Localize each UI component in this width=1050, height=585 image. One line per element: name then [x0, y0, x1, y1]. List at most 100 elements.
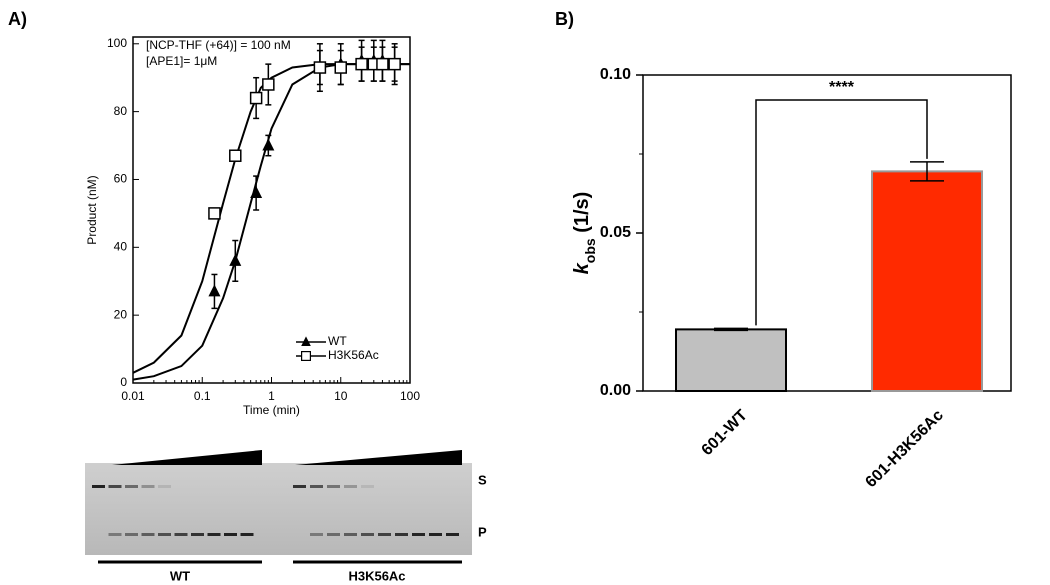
significance-bracket [755, 99, 928, 326]
marker [301, 350, 312, 361]
fit-curve [132, 63, 410, 381]
band [108, 533, 122, 536]
lane-label: H3K56Ac [348, 568, 405, 583]
legend-label: H3K56Ac [328, 348, 379, 362]
panel-a: 0.01 0.1 1 10 100 0 20 40 60 80 100 Time (min) Produ… [85, 36, 420, 417]
marker [208, 284, 221, 297]
lane-label: WT [170, 568, 190, 583]
band [395, 485, 408, 488]
band [125, 485, 138, 488]
marker [355, 57, 368, 71]
y-axis-label-part: obs [582, 238, 598, 263]
band [378, 485, 391, 488]
band [141, 485, 155, 488]
band [92, 485, 105, 488]
band [327, 485, 340, 488]
gel-image [85, 463, 472, 555]
band [224, 533, 237, 536]
fit-curve [132, 63, 410, 374]
band [158, 485, 171, 488]
marker [334, 61, 347, 74]
band [327, 533, 340, 536]
marker [262, 78, 275, 91]
y-tick-label: 0 [120, 375, 127, 389]
gradient-wedge [112, 450, 262, 465]
gradient-wedge [295, 450, 462, 465]
panel-label: A) [8, 9, 27, 29]
band [361, 485, 374, 488]
band [344, 533, 357, 536]
marker [262, 138, 275, 151]
y-axis-label: Product (nM) [85, 175, 99, 244]
band-label: P [478, 524, 487, 539]
band [208, 485, 221, 488]
marker [229, 149, 242, 162]
y-tick-label: 0.00 [600, 382, 631, 399]
bar [675, 328, 787, 393]
x-tick-label: 10 [334, 389, 348, 403]
x-axis-label: Time (min) [243, 403, 300, 417]
marker [208, 207, 221, 220]
band [191, 533, 204, 536]
x-tick-label: 601-WT [699, 407, 751, 459]
marker [313, 61, 327, 74]
x-tick-label: 100 [400, 389, 420, 403]
band [344, 485, 357, 488]
band [293, 533, 306, 536]
band [191, 485, 204, 488]
y-axis-label: kobs (1/s) [571, 192, 597, 275]
band [207, 533, 221, 536]
band [395, 533, 408, 536]
gel: WT H3K56Ac S P [85, 450, 487, 583]
y-axis-label-part: (1/s) [571, 192, 593, 239]
legend-label: WT [328, 334, 347, 348]
y-tick-label: 0.10 [600, 66, 631, 83]
band [108, 485, 122, 488]
y-tick-label: 80 [114, 104, 128, 118]
band [158, 533, 171, 536]
y-tick-label: 100 [107, 36, 127, 50]
significance-label: **** [829, 79, 855, 96]
band [378, 533, 391, 536]
band [240, 533, 254, 536]
band [361, 533, 374, 536]
band [412, 485, 425, 488]
marker [301, 336, 311, 346]
y-tick-label: 40 [114, 239, 128, 253]
annotation: [APE1]= 1μM [146, 54, 217, 68]
marker [376, 57, 389, 71]
band [224, 485, 237, 488]
x-tick-label: 601-H3K56Ac [862, 407, 946, 491]
y-tick-label: 0.05 [600, 224, 631, 241]
band [412, 533, 425, 536]
band [429, 485, 442, 488]
x-tick-label: 0.01 [121, 389, 145, 403]
band [174, 533, 188, 536]
x-tick-label: 0.1 [194, 389, 211, 403]
band [429, 533, 442, 536]
panel-b: 0.00 0.05 0.10 kobs (1/s) 601-WT 601-H3K56Ac *… [571, 66, 1012, 491]
x-tick-label: 1 [268, 389, 275, 403]
marker [249, 91, 263, 105]
band [310, 533, 323, 536]
band [125, 533, 138, 536]
y-tick-label: 20 [114, 307, 128, 321]
band [175, 485, 188, 488]
marker [250, 186, 263, 199]
annotation: [NCP-THF (+64)] = 100 nM [146, 38, 291, 52]
band [446, 485, 459, 488]
band [310, 485, 323, 488]
y-axis-label-part: k [571, 262, 593, 274]
band [241, 485, 254, 488]
panel-label: B) [555, 9, 574, 29]
y-tick-label: 60 [114, 172, 128, 186]
band [92, 533, 105, 536]
bar [871, 170, 983, 392]
band-label: S [478, 472, 487, 487]
band [141, 533, 155, 536]
marker [229, 253, 242, 266]
band [293, 485, 306, 488]
band [446, 533, 459, 536]
marker [388, 57, 401, 71]
